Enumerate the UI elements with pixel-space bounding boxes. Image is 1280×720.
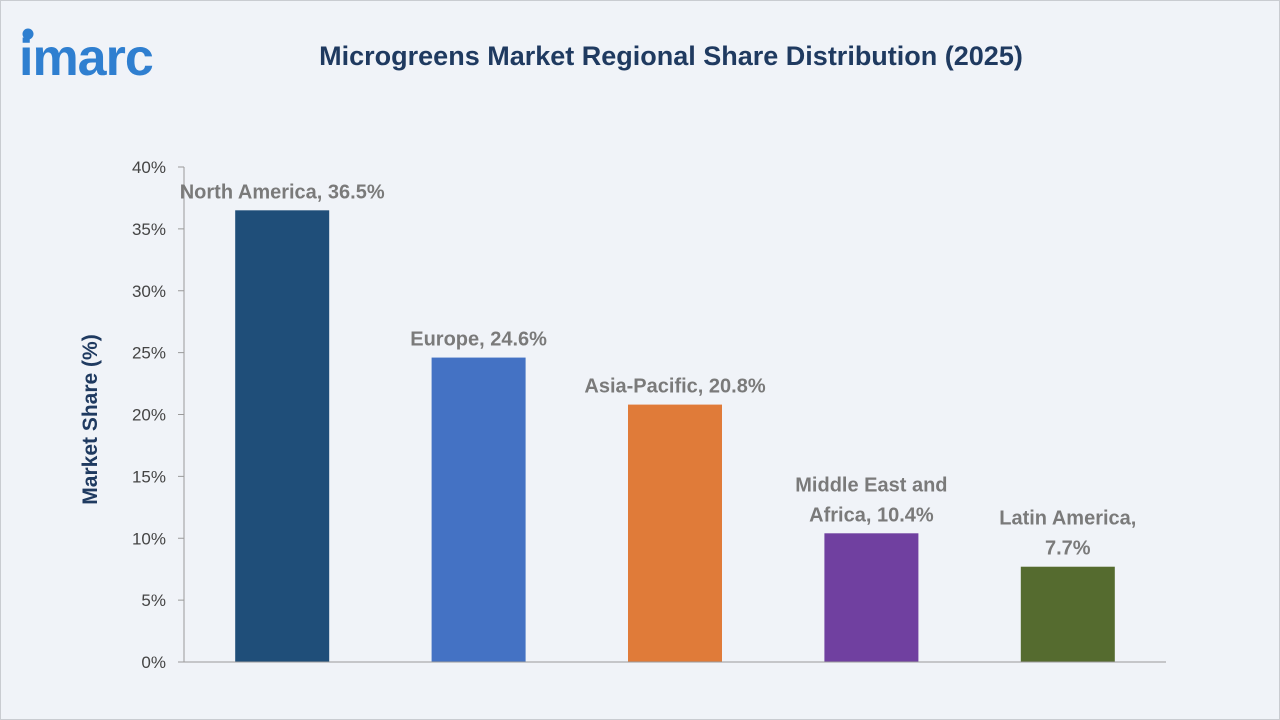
y-tick-label: 20% <box>132 406 166 425</box>
data-label: Middle East and <box>795 474 947 496</box>
y-tick-label: 25% <box>132 344 166 363</box>
y-axis-label: Market Share (%) <box>79 334 102 504</box>
data-label: 7.7% <box>1045 538 1091 560</box>
data-label: Europe, 24.6% <box>410 329 547 351</box>
bar-europe <box>431 357 526 662</box>
logo-dot <box>22 28 34 40</box>
y-tick-label: 40% <box>132 158 166 177</box>
y-tick-label: 15% <box>132 467 166 486</box>
data-label: Latin America, <box>999 508 1136 530</box>
y-tick-label: 35% <box>132 220 166 239</box>
data-label: North America, 36.5% <box>180 181 385 203</box>
bars <box>235 210 1115 662</box>
imarc-logo: imarc <box>19 28 154 87</box>
data-labels: North America, 36.5% Europe, 24.6% Asia-Pa… <box>180 181 1137 559</box>
data-label: Asia-Pacific, 20.8% <box>584 376 765 398</box>
bar-asia-pacific <box>628 404 722 662</box>
logo-text: imarc <box>19 29 153 87</box>
y-tick-label: 5% <box>141 591 166 610</box>
y-axis: 0% 5% 10% 15% 20% 25% 30% 35% 40% <box>132 158 185 672</box>
bar-middle-east-and-africa <box>824 533 919 662</box>
y-tick-label: 10% <box>132 529 166 548</box>
y-tick-label: 0% <box>141 653 166 672</box>
y-tick-label: 30% <box>132 282 166 301</box>
data-label: Africa, 10.4% <box>809 504 934 526</box>
bar-north-america <box>235 210 330 662</box>
bar-latin-america <box>1020 566 1115 662</box>
chart-title: Microgreens Market Regional Share Distri… <box>319 41 1023 71</box>
